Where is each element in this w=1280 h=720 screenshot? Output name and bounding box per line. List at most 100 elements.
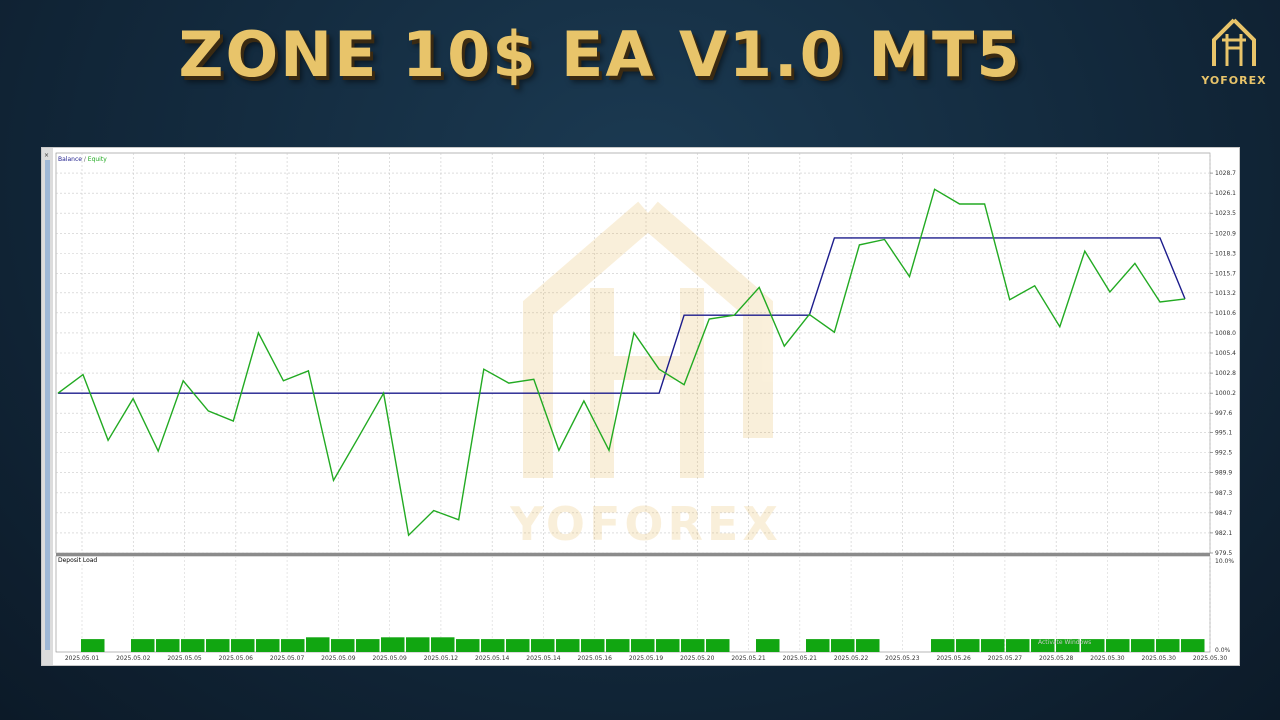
y-tick-label: 992.5 bbox=[1215, 450, 1232, 457]
deposit-load-bar bbox=[1056, 639, 1080, 652]
deposit-load-bar bbox=[956, 639, 980, 652]
deposit-load-tick-label: 10.0% bbox=[1215, 558, 1234, 565]
deposit-load-bars bbox=[81, 637, 1205, 652]
x-tick-label: 2025.05.12 bbox=[424, 655, 459, 662]
x-tick-label: 2025.05.23 bbox=[885, 655, 920, 662]
watermark: YOFOREX bbox=[509, 201, 778, 551]
legend-balance: Balance bbox=[58, 156, 82, 163]
y-tick-label: 1023.5 bbox=[1215, 210, 1236, 217]
yoforex-logo: YOFOREX bbox=[1198, 14, 1270, 94]
deposit-load-bar bbox=[381, 637, 405, 652]
house-logo-icon bbox=[1212, 18, 1256, 66]
pane-divider[interactable] bbox=[56, 553, 1210, 556]
deposit-load-bar bbox=[131, 639, 155, 652]
y-tick-label: 1002.8 bbox=[1215, 370, 1236, 377]
deposit-load-bar bbox=[81, 639, 105, 652]
deposit-load-bar bbox=[631, 639, 655, 652]
watermark-house-icon bbox=[523, 201, 773, 478]
deposit-load-bar bbox=[406, 637, 430, 652]
equity-series-line bbox=[57, 188, 1186, 537]
x-tick-label: 2025.05.01 bbox=[65, 655, 100, 662]
x-tick-label: 2025.05.26 bbox=[936, 655, 971, 662]
deposit-load-bar bbox=[1106, 639, 1130, 652]
x-tick-label: 2025.05.30 bbox=[1193, 655, 1228, 662]
page-title: ZONE 10$ EA V1.0 MT5 bbox=[178, 18, 1022, 91]
y-tick-label: 995.1 bbox=[1215, 430, 1232, 437]
y-tick-label: 1020.9 bbox=[1215, 230, 1236, 237]
deposit-load-bar bbox=[1031, 639, 1055, 652]
deposit-load-bar bbox=[506, 639, 530, 652]
side-scrollbar[interactable] bbox=[45, 160, 50, 650]
deposit-load-bar bbox=[531, 639, 555, 652]
deposit-load-bar bbox=[231, 639, 255, 652]
x-axis-dates: 2025.05.01 2025.05.02 2025.05.05 2025.05.06… bbox=[65, 655, 1228, 662]
deposit-load-bar bbox=[1181, 639, 1205, 652]
y-tick-label: 1013.2 bbox=[1215, 290, 1236, 297]
y-tick-label: 982.1 bbox=[1215, 530, 1232, 537]
y-tick-label: 997.6 bbox=[1215, 410, 1232, 417]
deposit-load-bar bbox=[756, 639, 780, 652]
deposit-load-bar bbox=[931, 639, 955, 652]
deposit-load-bar bbox=[456, 639, 480, 652]
x-tick-label: 2025.05.30 bbox=[1090, 655, 1125, 662]
deposit-load-bar bbox=[331, 639, 355, 652]
y-tick-label: 1010.6 bbox=[1215, 310, 1236, 317]
logo-text: YOFOREX bbox=[1201, 74, 1267, 87]
x-tick-label: 2025.05.16 bbox=[578, 655, 613, 662]
deposit-load-bar bbox=[1006, 639, 1030, 652]
deposit-load-bar bbox=[156, 639, 180, 652]
x-tick-label: 2025.05.05 bbox=[167, 655, 202, 662]
x-tick-label: 2025.05.06 bbox=[219, 655, 254, 662]
legend-equity: Equity bbox=[88, 156, 107, 163]
deposit-load-bar bbox=[1156, 639, 1180, 652]
deposit-load-bar bbox=[706, 639, 730, 652]
x-tick-label: 2025.05.09 bbox=[372, 655, 407, 662]
deposit-load-bar bbox=[981, 639, 1005, 652]
x-tick-label: 2025.05.19 bbox=[629, 655, 664, 662]
y-tick-label: 984.7 bbox=[1215, 510, 1232, 517]
deposit-load-bar bbox=[181, 639, 205, 652]
deposit-load-bar bbox=[281, 639, 305, 652]
deposit-load-bar bbox=[681, 639, 705, 652]
deposit-load-bar bbox=[431, 637, 455, 652]
close-icon[interactable]: × bbox=[44, 152, 49, 159]
y-tick-label: 1026.1 bbox=[1215, 190, 1236, 197]
y-tick-label: 1018.3 bbox=[1215, 250, 1236, 257]
balance-equity-chart: × 1028.71026.11023.51020.91018.31015.710… bbox=[42, 148, 1236, 665]
deposit-load-bar bbox=[656, 639, 680, 652]
x-tick-label: 2025.05.14 bbox=[526, 655, 561, 662]
x-tick-label: 2025.05.22 bbox=[834, 655, 869, 662]
deposit-load-bar bbox=[556, 639, 580, 652]
deposit-load-bar bbox=[831, 639, 855, 652]
x-tick-label: 2025.05.20 bbox=[680, 655, 715, 662]
y-tick-label: 1015.7 bbox=[1215, 270, 1236, 277]
x-tick-label: 2025.05.07 bbox=[270, 655, 305, 662]
y-tick-label: 1008.0 bbox=[1215, 330, 1236, 337]
deposit-load-bar bbox=[481, 639, 505, 652]
chart-legend: Balance / Equity bbox=[58, 156, 107, 163]
deposit-load-bar bbox=[856, 639, 880, 652]
x-tick-label: 2025.05.14 bbox=[475, 655, 510, 662]
y-tick-label: 979.5 bbox=[1215, 550, 1232, 557]
deposit-load-bar bbox=[581, 639, 605, 652]
x-tick-label: 2025.05.02 bbox=[116, 655, 151, 662]
y-tick-label: 1000.2 bbox=[1215, 390, 1236, 397]
deposit-load-pane bbox=[55, 555, 1211, 653]
deposit-load-bar bbox=[256, 639, 280, 652]
x-tick-label: 2025.05.21 bbox=[783, 655, 818, 662]
legend-separator: / bbox=[82, 156, 88, 163]
deposit-load-bar bbox=[206, 639, 230, 652]
y-tick-label: 987.3 bbox=[1215, 490, 1232, 497]
deposit-load-grid bbox=[81, 556, 1211, 652]
deposit-load-title: Deposit Load bbox=[58, 557, 97, 564]
activate-windows-overlay: Activate Windows bbox=[1038, 639, 1091, 646]
chart-panel: × 1028.7 1026.1 1023.5 1020.9 1018.3 1015.7 10… bbox=[41, 147, 1240, 666]
y-tick-label: 1005.4 bbox=[1215, 350, 1236, 357]
deposit-load-bar bbox=[606, 639, 630, 652]
deposit-load-tick-label: 0.0% bbox=[1215, 647, 1231, 654]
deposit-load-bar bbox=[306, 637, 330, 652]
y-tick-label: 989.9 bbox=[1215, 470, 1232, 477]
deposit-load-y-ticks: 10.0% 0.0% bbox=[1215, 558, 1234, 654]
x-tick-label: 2025.05.09 bbox=[321, 655, 356, 662]
deposit-load-bar bbox=[1081, 639, 1105, 652]
